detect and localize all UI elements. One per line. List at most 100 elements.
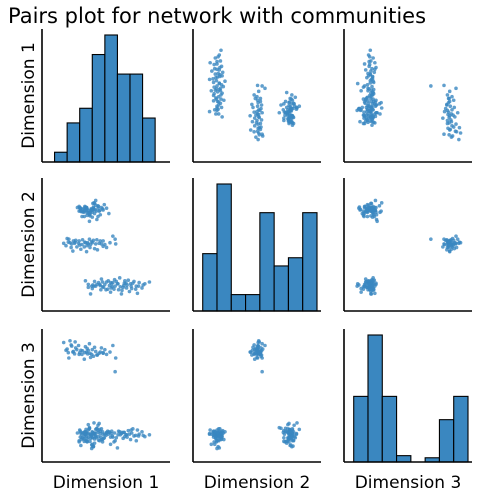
scatter-point-r1c2-143: [258, 96, 263, 101]
scatter-point-r1c3-149: [442, 132, 446, 136]
scatter-point-r3c1-160: [82, 357, 87, 361]
scatter-point-r3c1-105: [112, 440, 116, 444]
scatter-point-r2c1-125: [140, 286, 144, 290]
scatter-point-r2c1-77: [135, 291, 140, 296]
hist-bar-3-8: [453, 395, 469, 463]
scatter-point-r1c3-108: [355, 81, 360, 86]
scatter-point-r2c3-163: [455, 237, 460, 241]
scatter-point-r3c1-41: [99, 427, 104, 431]
scatter-point-r3c1-124: [118, 432, 123, 437]
scatter-point-r3c1-153: [90, 347, 95, 352]
scatter-point-r1c2-101: [215, 84, 219, 88]
scatter-point-r1c3-78: [368, 48, 373, 53]
scatter-point-r1c3-142: [452, 105, 457, 110]
scatter-point-r3c2-170: [252, 343, 256, 347]
scatter-point-r3c2-90: [216, 427, 221, 431]
scatter-point-r3c2-32: [295, 421, 299, 425]
scatter-point-r1c2-120: [212, 66, 217, 71]
scatter-point-r3c2-147: [260, 369, 264, 374]
scatter-point-r1c2-119: [216, 94, 221, 99]
scatter-point-r1c2-171: [255, 94, 259, 99]
scatter-point-r2c1-122: [96, 280, 101, 285]
scatter-point-r1c3-79: [371, 115, 375, 119]
scatter-point-r1c2-112: [215, 104, 219, 109]
scatter-point-r2c3-21: [375, 219, 379, 224]
scatter-point-r3c1-125: [140, 430, 144, 434]
scatter-point-r3c1-130: [112, 431, 117, 435]
hist-bar-1-6: [116, 73, 131, 163]
hist-bar-1-5: [104, 34, 118, 163]
scatter-point-r1c3-136: [457, 137, 461, 142]
scatter-point-r3c2-9: [292, 423, 296, 428]
scatter-point-r2c1-111: [117, 276, 122, 280]
hist-bar-2-3: [230, 294, 247, 312]
scatter-point-r2c1-128: [128, 281, 133, 286]
scatter-point-r3c1-99: [98, 431, 103, 436]
scatter-point-r1c3-96: [372, 70, 377, 75]
scatter-point-r2c1-178: [89, 239, 94, 244]
scatter-point-r2c1-138: [71, 249, 75, 253]
scatter-point-r3c1-146: [113, 356, 118, 360]
scatter-point-r1c3-77: [373, 60, 377, 65]
scatter-point-r2c1-148: [75, 245, 79, 249]
scatter-point-r2c1-164: [79, 247, 83, 252]
scatter-point-r1c3-134: [457, 125, 462, 130]
scatter-point-r2c1-100: [104, 287, 108, 292]
scatter-point-r1c3-106: [365, 75, 369, 80]
scatter-point-r2c1-136: [61, 241, 66, 246]
scatter-point-r1c3-127: [369, 88, 374, 92]
scatter-point-r2c1-109: [99, 277, 104, 281]
scatter-point-r1c2-163: [260, 110, 264, 115]
scatter-point-r1c3-135: [458, 131, 463, 135]
scatter-point-r3c1-37: [75, 431, 80, 435]
scatter-point-r3c2-39: [282, 439, 286, 444]
scatter-point-r2c1-147: [113, 237, 117, 241]
scatter-point-r2c1-116: [120, 288, 124, 293]
scatter-point-r3c1-67: [79, 432, 84, 437]
scatter-point-r1c2-103: [210, 69, 214, 73]
scatter-point-r2c1-68: [90, 208, 95, 212]
scatter-point-r1c3-15: [379, 100, 383, 105]
scatter-point-r2c1-65: [93, 203, 98, 208]
scatter-point-r2c3-131: [361, 284, 366, 289]
scatter-point-r3c1-79: [83, 430, 88, 434]
scatter-point-r3c1-127: [109, 431, 113, 436]
scatter-point-r2c1-96: [126, 278, 131, 283]
scatter-point-r1c3-132: [370, 75, 375, 79]
scatter-point-r3c2-128: [217, 437, 222, 442]
scatter-point-r2c1-16: [104, 206, 109, 210]
scatter-point-r3c1-142: [92, 345, 97, 350]
hist-bar-2-6: [273, 265, 289, 312]
scatter-point-r2c3-61: [365, 207, 369, 212]
scatter-point-r1c2-131: [214, 97, 219, 101]
scatter-point-r1c2-180: [257, 132, 262, 137]
scatter-point-r1c3-172: [449, 118, 453, 122]
scatter-point-r3c1-177: [77, 350, 82, 355]
scatter-point-r1c2-136: [256, 137, 260, 142]
hist-bar-1-1: [54, 151, 68, 163]
scatter-point-r1c2-46: [282, 102, 286, 106]
scatter-point-r1c2-141: [259, 103, 264, 107]
scatter-point-r2c1-179: [73, 238, 78, 243]
scatter-point-r2c3-36: [365, 214, 370, 219]
scatter-point-r3c1-87: [129, 428, 133, 432]
y-axis-label-1: Dimension 1: [19, 42, 39, 149]
scatter-point-r2c3-40: [357, 205, 362, 209]
scatter-point-r2c1-64: [87, 210, 92, 215]
scatter-point-r1c3-179: [451, 125, 456, 129]
scatter-point-r2c1-112: [93, 284, 98, 288]
scatter-point-r1c3-177: [447, 121, 451, 125]
scatter-point-r2c1-119: [103, 282, 107, 287]
scatter-point-r2c1-52: [90, 215, 95, 219]
x-axis-label-1: Dimension 1: [53, 473, 160, 493]
scatter-point-r1c2-21: [277, 110, 282, 115]
scatter-point-r1c3-41: [374, 98, 378, 103]
scatter-point-r3c1-39: [82, 439, 87, 444]
scatter-point-r1c3-90: [374, 103, 378, 107]
scatter-point-r2c1-75: [116, 287, 121, 292]
scatter-point-r3c1-117: [137, 432, 141, 436]
scatter-point-r1c2-122: [218, 101, 223, 106]
scatter-point-r1c3-180: [447, 132, 451, 137]
scatter-point-r3c1-162: [93, 349, 98, 354]
scatter-point-r1c2-161: [255, 129, 260, 134]
